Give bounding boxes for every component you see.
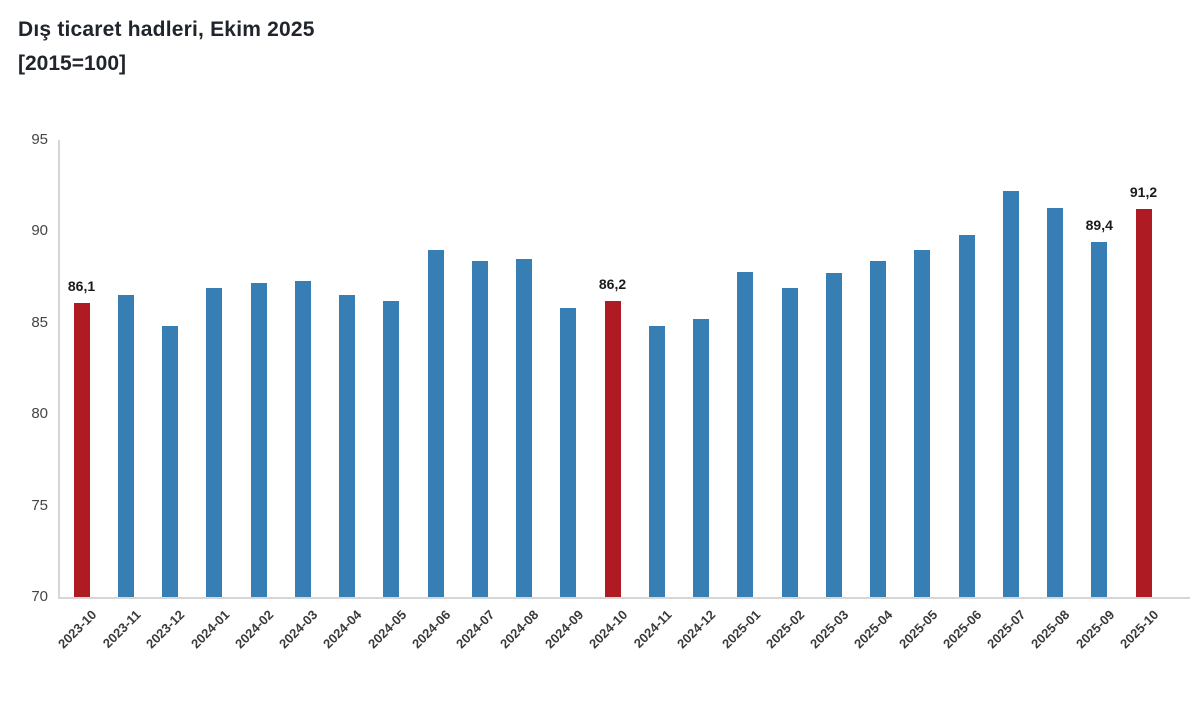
x-tick-2025-09: 2025-09 bbox=[1072, 607, 1117, 652]
bar-2025-01 bbox=[737, 271, 754, 597]
x-tick-2024-12: 2024-12 bbox=[674, 607, 719, 652]
bar-2023-11 bbox=[117, 295, 134, 597]
bar-2025-06 bbox=[958, 235, 975, 597]
bar-2024-07 bbox=[471, 260, 488, 597]
x-tick-2024-01: 2024-01 bbox=[187, 607, 232, 652]
y-tick-85: 85 bbox=[31, 313, 48, 331]
bar-2024-08 bbox=[516, 258, 532, 597]
x-tick-2025-04: 2025-04 bbox=[851, 607, 896, 652]
bar-2024-04 bbox=[339, 295, 355, 597]
bar-2025-05 bbox=[914, 249, 931, 597]
value-label-2025-10: 91,2 bbox=[1129, 184, 1158, 201]
value-label-2024-10: 86,2 bbox=[598, 275, 627, 292]
bar-2024-12 bbox=[693, 319, 709, 597]
bar-2024-01 bbox=[206, 288, 223, 597]
bar-2024-10 bbox=[604, 300, 621, 597]
value-label-2025-09: 89,4 bbox=[1085, 217, 1113, 234]
bar-2024-09 bbox=[560, 308, 577, 597]
x-tick-2024-07: 2024-07 bbox=[453, 607, 498, 652]
plot-area: 70 75 80 85 90 95 86,1 86,2 89,4 91,2 2023-10 202… bbox=[31, 132, 1190, 651]
bar-2025-07 bbox=[1002, 191, 1019, 597]
x-tick-2025-05: 2025-05 bbox=[895, 607, 940, 652]
y-tick-70: 70 bbox=[31, 588, 48, 605]
x-tick-2024-10: 2024-10 bbox=[585, 607, 631, 652]
x-tick-2025-08: 2025-08 bbox=[1028, 607, 1073, 652]
bar-2025-03 bbox=[825, 273, 842, 597]
y-tick-75: 75 bbox=[31, 496, 48, 514]
x-tick-2023-11: 2023-11 bbox=[99, 607, 144, 651]
x-tick-2023-10: 2023-10 bbox=[54, 607, 100, 652]
y-tick-95: 95 bbox=[31, 131, 48, 148]
x-tick-2024-11: 2024-11 bbox=[630, 607, 675, 651]
bar-2023-12 bbox=[162, 326, 178, 597]
x-tick-2024-09: 2024-09 bbox=[541, 607, 586, 652]
x-tick-2024-05: 2024-05 bbox=[364, 607, 409, 652]
x-tick-2024-02: 2024-02 bbox=[231, 607, 277, 652]
x-tick-2025-02: 2025-02 bbox=[762, 607, 808, 652]
bar-2025-08 bbox=[1047, 207, 1063, 597]
bar-2025-10 bbox=[1135, 209, 1152, 597]
x-tick-2025-10: 2025-10 bbox=[1116, 607, 1162, 652]
x-tick-2025-06: 2025-06 bbox=[939, 607, 985, 652]
y-tick-80: 80 bbox=[31, 405, 48, 423]
x-tick-2024-06: 2024-06 bbox=[408, 607, 454, 652]
bar-2023-10 bbox=[73, 302, 90, 597]
value-label-2023-10: 86,1 bbox=[67, 277, 96, 294]
x-tick-2024-04: 2024-04 bbox=[320, 607, 365, 652]
bar-2024-03 bbox=[294, 280, 311, 597]
bar-2024-05 bbox=[383, 300, 400, 597]
bar-2024-06 bbox=[427, 249, 444, 597]
x-tick-2025-07: 2025-07 bbox=[984, 607, 1029, 652]
x-tick-2024-08: 2024-08 bbox=[497, 607, 542, 652]
y-tick-90: 90 bbox=[31, 222, 48, 240]
x-tick-2025-03: 2025-03 bbox=[807, 607, 852, 652]
bar-2024-02 bbox=[250, 282, 267, 597]
bar-2025-09 bbox=[1091, 242, 1108, 597]
x-tick-2025-01: 2025-01 bbox=[718, 607, 763, 652]
bar-2025-04 bbox=[870, 260, 886, 597]
chart-title: Dış ticaret hadleri, Ekim 2025 bbox=[18, 18, 315, 41]
chart-subtitle: [2015=100] bbox=[18, 52, 127, 75]
bar-2024-11 bbox=[648, 326, 665, 597]
bar-2025-02 bbox=[781, 288, 798, 597]
x-tick-2023-12: 2023-12 bbox=[143, 607, 188, 652]
x-tick-2024-03: 2024-03 bbox=[276, 607, 321, 652]
